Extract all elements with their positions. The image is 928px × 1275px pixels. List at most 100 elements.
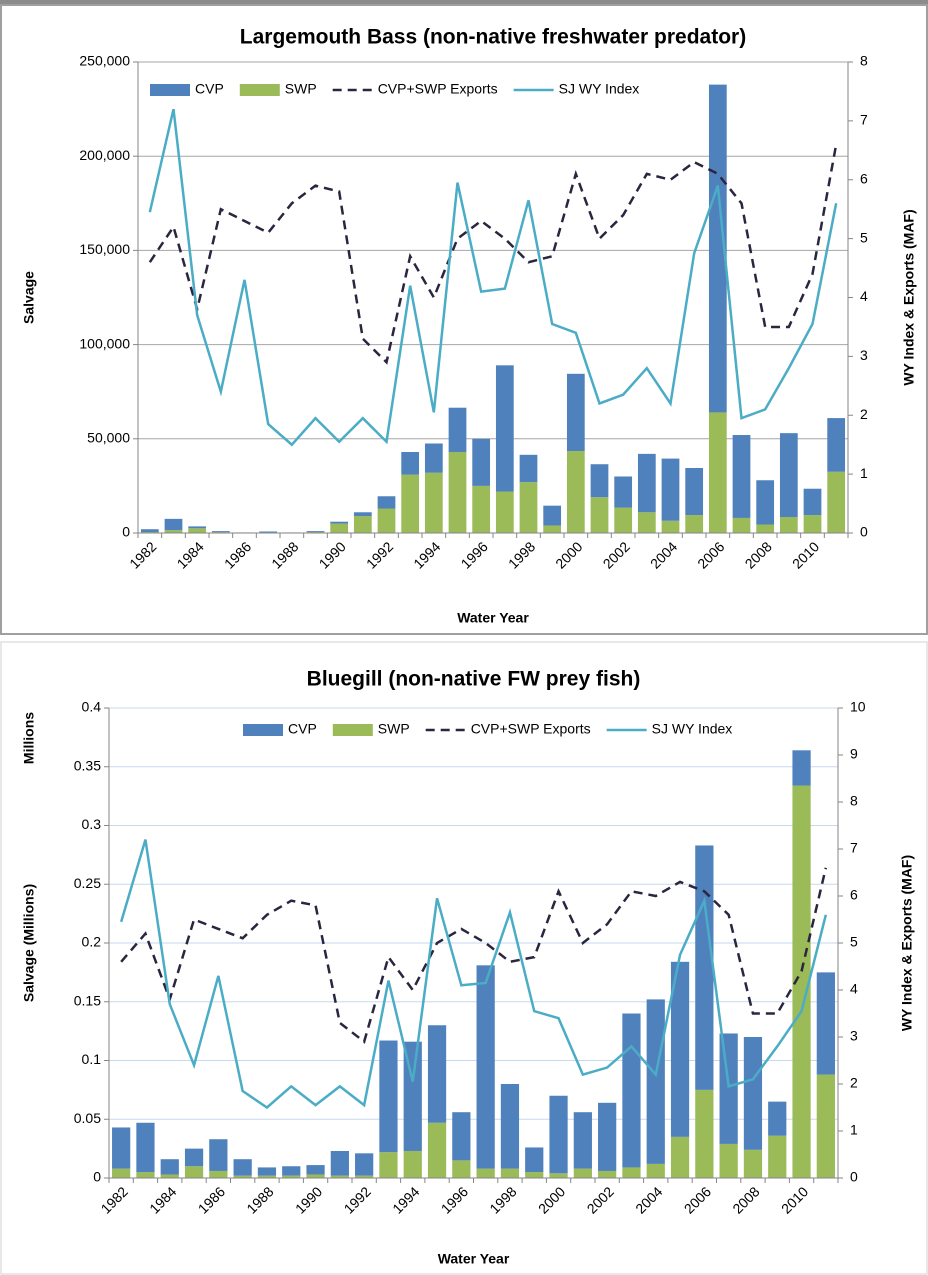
bar (188, 528, 207, 533)
bar (330, 523, 349, 533)
y-tick-label: 0.05 (74, 1110, 101, 1126)
y-tick-label: 0 (93, 1169, 101, 1185)
bar (670, 961, 690, 1137)
legend-swatch (239, 84, 280, 96)
x-axis-label: Water Year (457, 610, 529, 626)
bar (685, 515, 704, 533)
bar (452, 1160, 471, 1178)
bar (803, 488, 822, 516)
bar (403, 1041, 422, 1151)
bar (353, 516, 372, 533)
bar (330, 1150, 349, 1176)
bar (816, 972, 835, 1075)
y-axis-label: Salvage (21, 271, 37, 324)
bar (803, 515, 822, 533)
bar (525, 1172, 544, 1178)
bar (622, 1013, 641, 1168)
bar (495, 491, 514, 533)
legend-label: SWP (378, 721, 410, 737)
y2-tick-label: 0 (850, 1169, 858, 1185)
bar (685, 468, 704, 516)
line-series (119, 839, 828, 1110)
bar (827, 471, 846, 533)
bar (330, 1175, 349, 1178)
bar (377, 508, 396, 533)
y-tick-label: 0.25 (74, 875, 101, 891)
y-tick-label: 0 (122, 524, 130, 540)
legend-swatch (332, 724, 373, 736)
bar (779, 516, 798, 533)
bar (637, 512, 656, 533)
panel-frame (0, 4, 928, 635)
bar (500, 1084, 520, 1169)
bar (306, 1165, 325, 1175)
bar (566, 373, 585, 452)
bar (573, 1112, 592, 1169)
bar (184, 1148, 204, 1167)
y-tick-label: 250,000 (79, 53, 130, 69)
legend-swatch (243, 724, 283, 736)
bar (598, 1102, 617, 1171)
bar (330, 521, 349, 524)
bar (140, 529, 159, 533)
bar (646, 1163, 665, 1178)
bar (136, 1172, 155, 1178)
chart-title: Bluegill (non-native FW prey fish) (307, 668, 641, 691)
y-tick-label: 0.2 (82, 934, 102, 950)
bar (614, 507, 633, 533)
bar (211, 531, 230, 533)
bar (476, 1168, 495, 1178)
y-tick-label: 150,000 (79, 241, 130, 257)
y2-axis-label: WY Index & Exports (MAF) (901, 209, 917, 385)
legend-swatch (150, 84, 190, 96)
bar (549, 1095, 568, 1174)
bar (525, 1147, 544, 1173)
bar (661, 520, 680, 533)
y2-tick-label: 3 (850, 1028, 858, 1044)
bar (756, 524, 775, 533)
y2-tick-label: 7 (860, 112, 868, 128)
bar (719, 1143, 738, 1178)
bar (614, 476, 633, 508)
bar (164, 530, 183, 533)
y2-tick-label: 0 (860, 524, 868, 540)
legend-label: SJ WY Index (559, 81, 640, 97)
bar (233, 1159, 252, 1176)
y2-tick-label: 6 (850, 887, 858, 903)
bar (160, 1159, 179, 1175)
bar (112, 1127, 131, 1169)
y-tick-label: 0.1 (82, 1051, 102, 1067)
bar (472, 438, 491, 486)
bar (708, 84, 727, 413)
y-tick-label: 0.15 (74, 992, 101, 1008)
y2-tick-label: 4 (860, 288, 868, 304)
bar (401, 474, 420, 533)
bar (448, 451, 467, 533)
y2-tick-label: 7 (850, 840, 858, 856)
bar (792, 750, 811, 786)
chart-title: Largemouth Bass (non-native freshwater p… (240, 26, 746, 49)
bar (646, 999, 665, 1164)
bar (827, 418, 846, 472)
y2-tick-label: 9 (850, 746, 858, 762)
bar (543, 505, 562, 526)
bar (743, 1149, 763, 1178)
bar (732, 435, 751, 518)
bar (495, 365, 514, 492)
bar (543, 525, 562, 533)
bar (259, 531, 278, 533)
y2-tick-label: 1 (860, 465, 868, 481)
bar (209, 1170, 228, 1178)
bar (695, 1089, 714, 1178)
bar (355, 1153, 374, 1176)
bar (792, 785, 811, 1178)
y-tick-label: 0.35 (74, 757, 101, 773)
bar (598, 1170, 617, 1178)
bar (661, 458, 680, 521)
legend-label: CVP (195, 81, 224, 97)
bar (401, 451, 420, 475)
bar (379, 1152, 398, 1178)
y-axis-label: Salvage (Millions) (21, 884, 37, 1002)
legend-label: SJ WY Index (652, 721, 733, 737)
